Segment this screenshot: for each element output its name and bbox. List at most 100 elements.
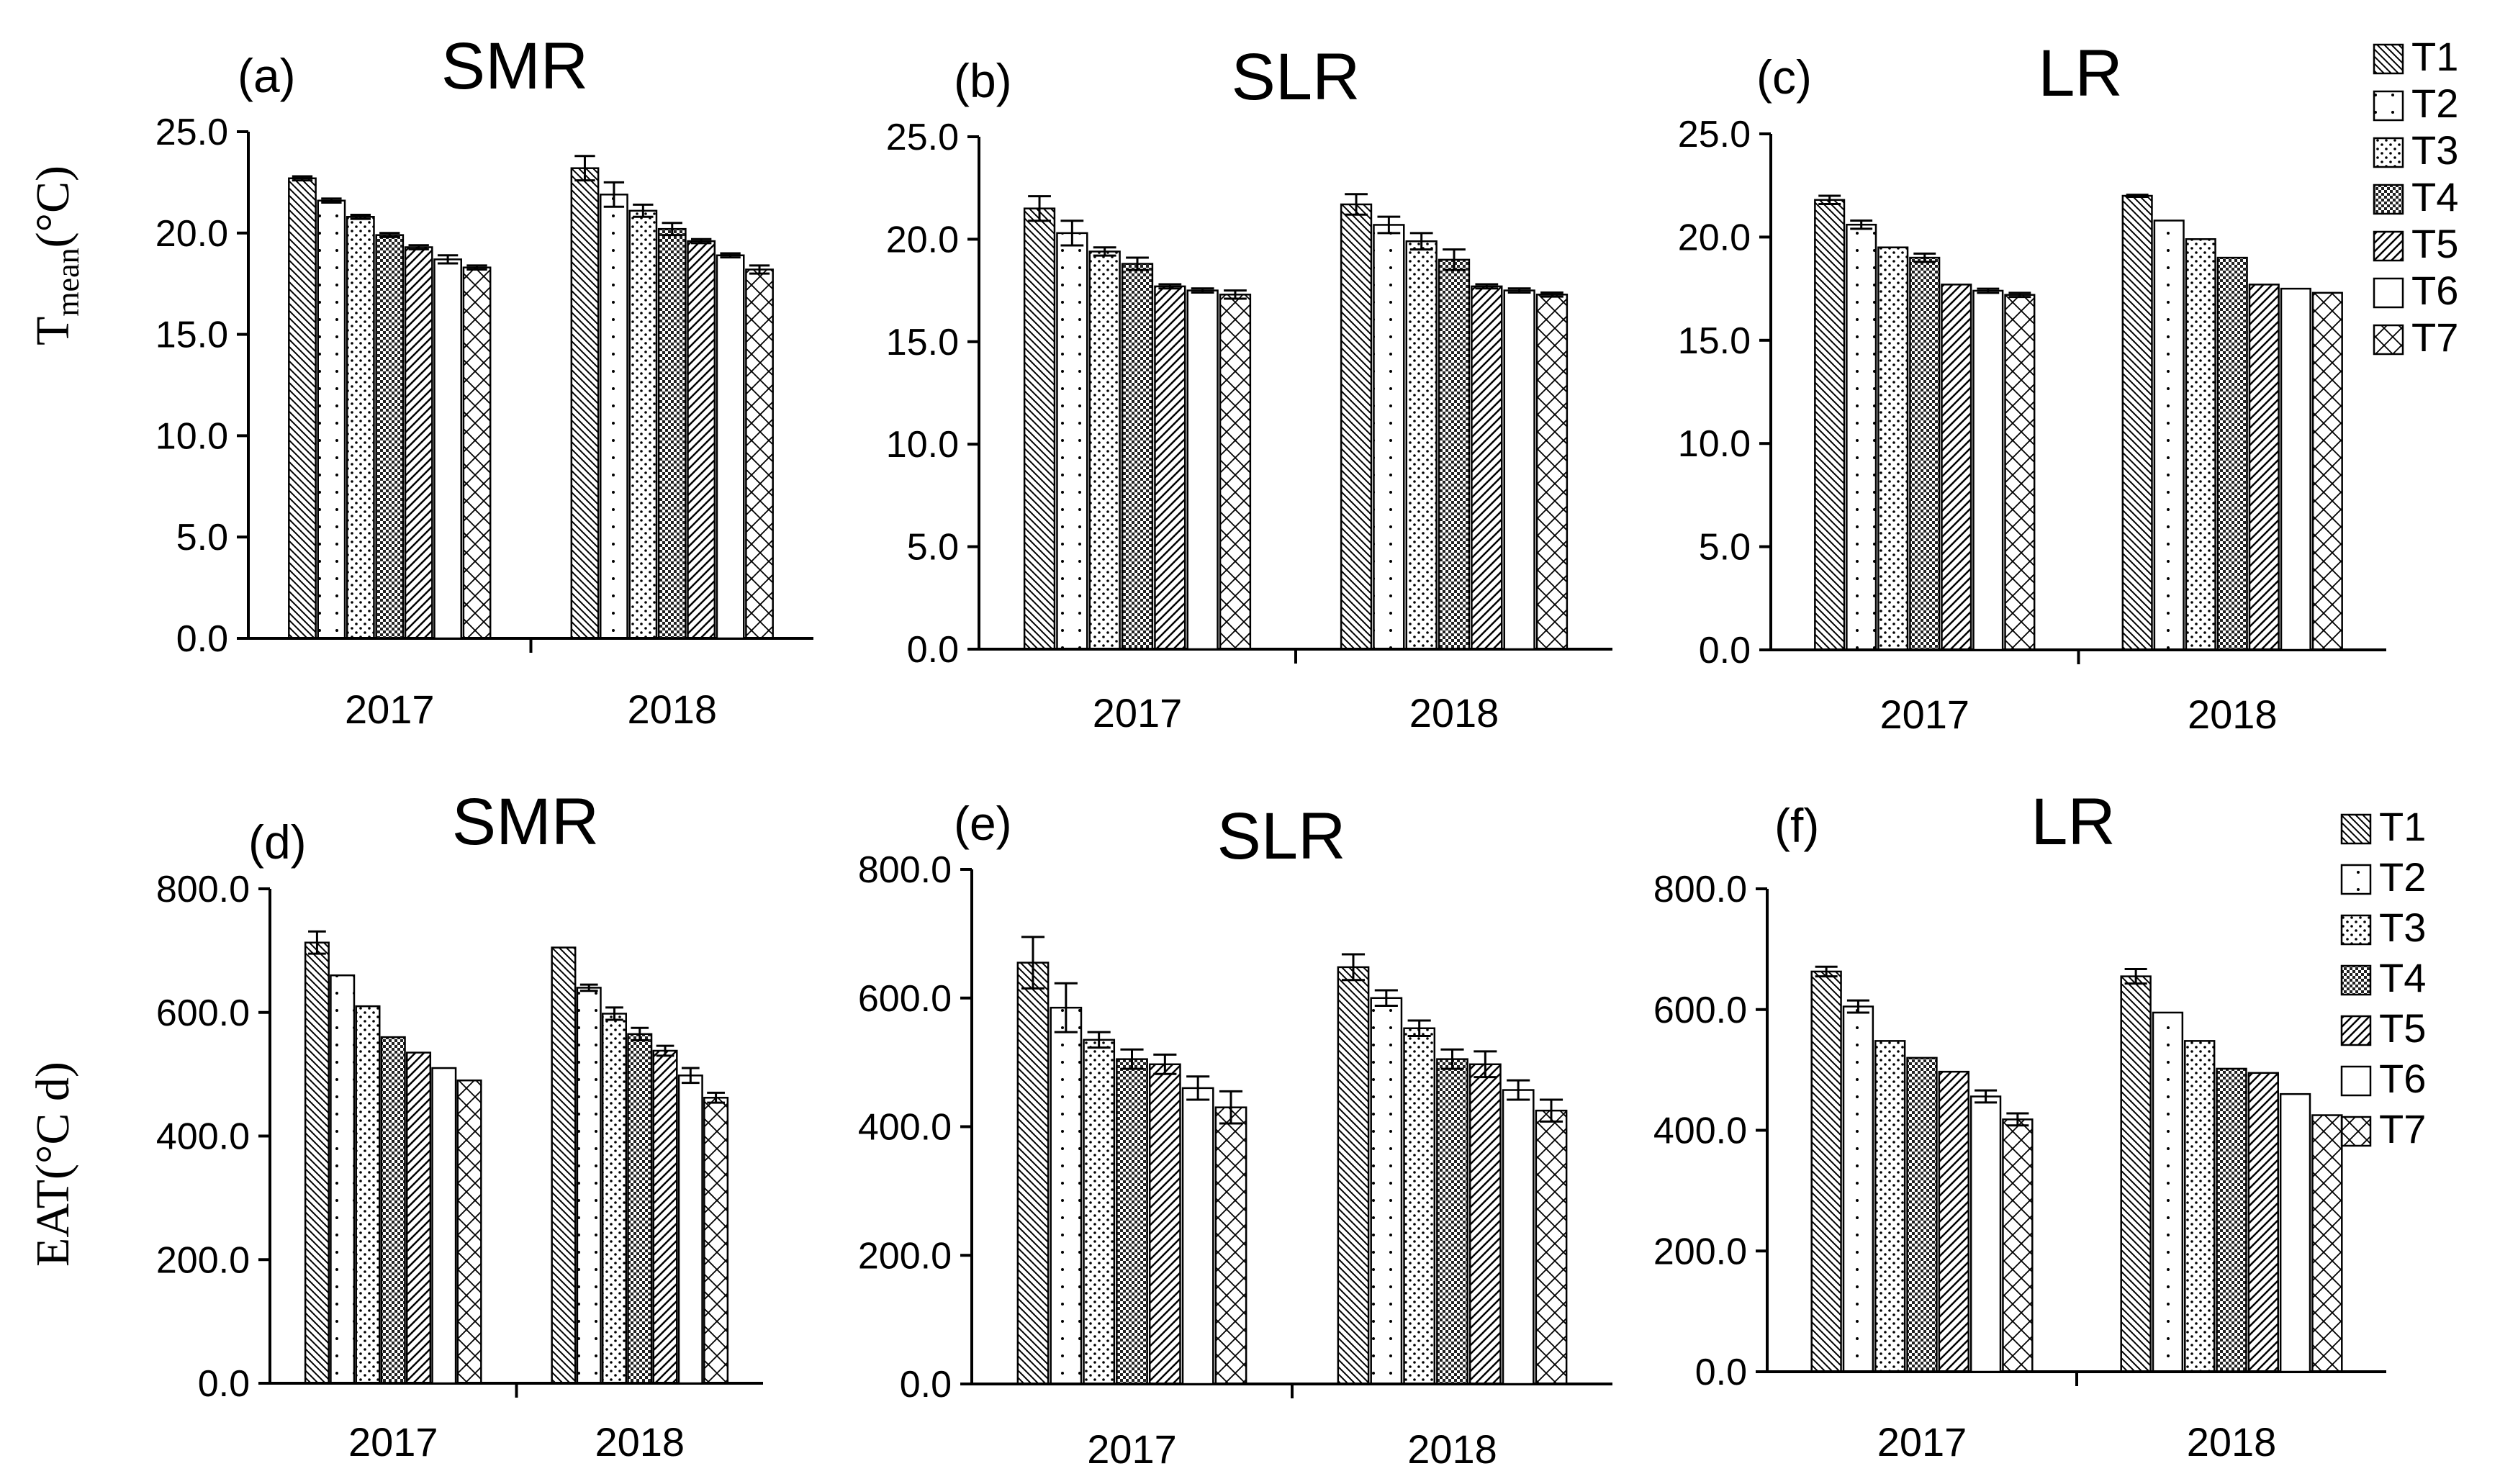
y-tick-label: 600.0 — [1653, 990, 1747, 1031]
bar-T6-2018 — [716, 254, 745, 640]
x-tick-label: 2017 — [1093, 690, 1183, 736]
y-tick-label: 800.0 — [1653, 869, 1747, 910]
bar-T3-2018 — [1405, 240, 1438, 651]
bar-T5-2018 — [2247, 1072, 2279, 1373]
legend-label-T1: T1 — [2411, 34, 2458, 79]
panel-title: LR — [2031, 785, 2116, 859]
legend-label-T3: T3 — [2411, 127, 2458, 173]
bar-T6-2017 — [1972, 289, 2004, 651]
bar-T4-2018 — [1438, 258, 1471, 651]
bar-T2-2017 — [1842, 1005, 1874, 1373]
panel-label: (a) — [238, 49, 296, 102]
y-tick-label: 20.0 — [886, 219, 959, 261]
error-bar-T3-2018 — [633, 203, 654, 218]
bar-T2-2017 — [1846, 223, 1877, 651]
bar-T5-2017 — [406, 1051, 432, 1385]
legend-bottom: T1 T2 T3 T4 T5 T6 T7 — [2340, 804, 2426, 1152]
error-bar-T1-2018 — [574, 155, 595, 182]
error-bar-T7-2018 — [749, 264, 770, 275]
bar-T3-2017 — [1083, 1039, 1116, 1385]
bar-T5-2017 — [1148, 1063, 1181, 1385]
legend-swatch-T4 — [2373, 184, 2404, 215]
error-bar-T2-2018 — [603, 181, 625, 208]
bar-T7-2017 — [456, 1079, 482, 1385]
error-bar-T7-2018 — [1539, 1098, 1563, 1123]
error-bar-T6-2018 — [720, 252, 741, 259]
bar-T2-2017 — [1050, 1006, 1083, 1385]
legend-label-T7: T7 — [2411, 315, 2458, 360]
y-tick-label: 5.0 — [907, 527, 959, 569]
error-bar-T6-2017 — [1977, 287, 2000, 294]
y-tick-label: 600.0 — [156, 992, 250, 1034]
y-tick-label: 400.0 — [156, 1116, 250, 1158]
legend-label-T1: T1 — [2379, 804, 2426, 849]
y-tick-label: 20.0 — [1678, 217, 1751, 258]
legend-swatch-T3 — [2373, 137, 2404, 168]
legend-label-T4: T4 — [2379, 955, 2426, 1000]
error-bar-T1-2017 — [1028, 195, 1051, 222]
y-tick-label: 200.0 — [1653, 1231, 1747, 1272]
error-bar-T2-2017 — [1846, 999, 1869, 1014]
bar-T5-2018 — [1468, 1063, 1502, 1385]
bar-T3-2018 — [2184, 1040, 2216, 1373]
bar-T1-2018 — [1337, 966, 1370, 1385]
bar-T5-2018 — [652, 1049, 678, 1385]
error-bar-T4-2018 — [1443, 248, 1466, 271]
x-tick-label: 2018 — [1407, 1426, 1497, 1472]
legend-swatch-T6 — [2373, 277, 2404, 309]
bar-T2-2018 — [576, 987, 602, 1385]
bar-T3-2018 — [601, 1013, 627, 1385]
error-bar-T2-2018 — [579, 983, 598, 992]
error-bar-T5-2018 — [1475, 283, 1499, 290]
bar-T7-2017 — [2004, 294, 2036, 651]
bar-T5-2018 — [687, 240, 716, 640]
bar-T4-2018 — [2216, 1067, 2247, 1373]
bar-T6-2018 — [1503, 289, 1535, 651]
error-bar-T1-2017 — [1021, 936, 1045, 990]
error-bar-T2-2018 — [1377, 215, 1401, 235]
panel-label: (b) — [954, 54, 1012, 107]
y-tick-label: 10.0 — [1678, 423, 1751, 465]
error-bar-T3-2017 — [1087, 1031, 1111, 1049]
y-tick-label: 10.0 — [886, 424, 959, 466]
legend-label-T2: T2 — [2379, 854, 2426, 900]
error-bar-T6-2017 — [1975, 1089, 1998, 1104]
x-tick-label: 2018 — [2187, 1419, 2277, 1465]
bar-T1-2017 — [304, 941, 330, 1385]
bar-T7-2018 — [2311, 1114, 2343, 1373]
legend-swatch-T2 — [2340, 864, 2372, 895]
x-tick-label: 2018 — [627, 687, 717, 732]
bar-T7-2017 — [1219, 294, 1252, 651]
y-tick-label: 25.0 — [886, 117, 959, 158]
legend-label-T3: T3 — [2379, 905, 2426, 950]
error-bar-T6-2018 — [681, 1067, 700, 1085]
y-tick-label: 5.0 — [176, 517, 228, 558]
y-tick-label: 400.0 — [1653, 1110, 1747, 1152]
y-title-top-unit: (°C) — [27, 166, 79, 248]
legend-swatch-T4 — [2340, 964, 2372, 996]
error-bar-T2-2017 — [1850, 219, 1873, 230]
bar-T3-2017 — [355, 1005, 381, 1385]
legend-swatch-T1 — [2340, 813, 2372, 845]
legend-label-T2: T2 — [2411, 81, 2458, 126]
x-tick-label: 2018 — [595, 1419, 685, 1465]
bar-T6-2017 — [1186, 289, 1219, 651]
bar-T7-2018 — [1535, 1109, 1568, 1385]
bar-T1-2018 — [2120, 975, 2152, 1373]
bar-T1-2018 — [2121, 194, 2153, 651]
legend-swatch-T5 — [2340, 1015, 2372, 1046]
legend-swatch-T7 — [2373, 324, 2404, 356]
legend-swatch-T7 — [2340, 1116, 2372, 1147]
y-tick-label: 20.0 — [155, 213, 228, 255]
panel-title: SMR — [452, 785, 599, 859]
y-tick-label: 0.0 — [198, 1363, 250, 1405]
error-bar-T1-2017 — [292, 175, 313, 182]
y-tick-label: 0.0 — [1699, 630, 1751, 671]
error-bar-T4-2017 — [1126, 256, 1149, 271]
bar-T6-2017 — [1969, 1095, 2002, 1373]
error-bar-T1-2018 — [1341, 953, 1366, 982]
bar-T2-2018 — [1373, 224, 1405, 651]
bar-T4-2017 — [1906, 1057, 1938, 1373]
y-tick-label: 200.0 — [156, 1239, 250, 1281]
bar-T2-2017 — [317, 199, 346, 640]
